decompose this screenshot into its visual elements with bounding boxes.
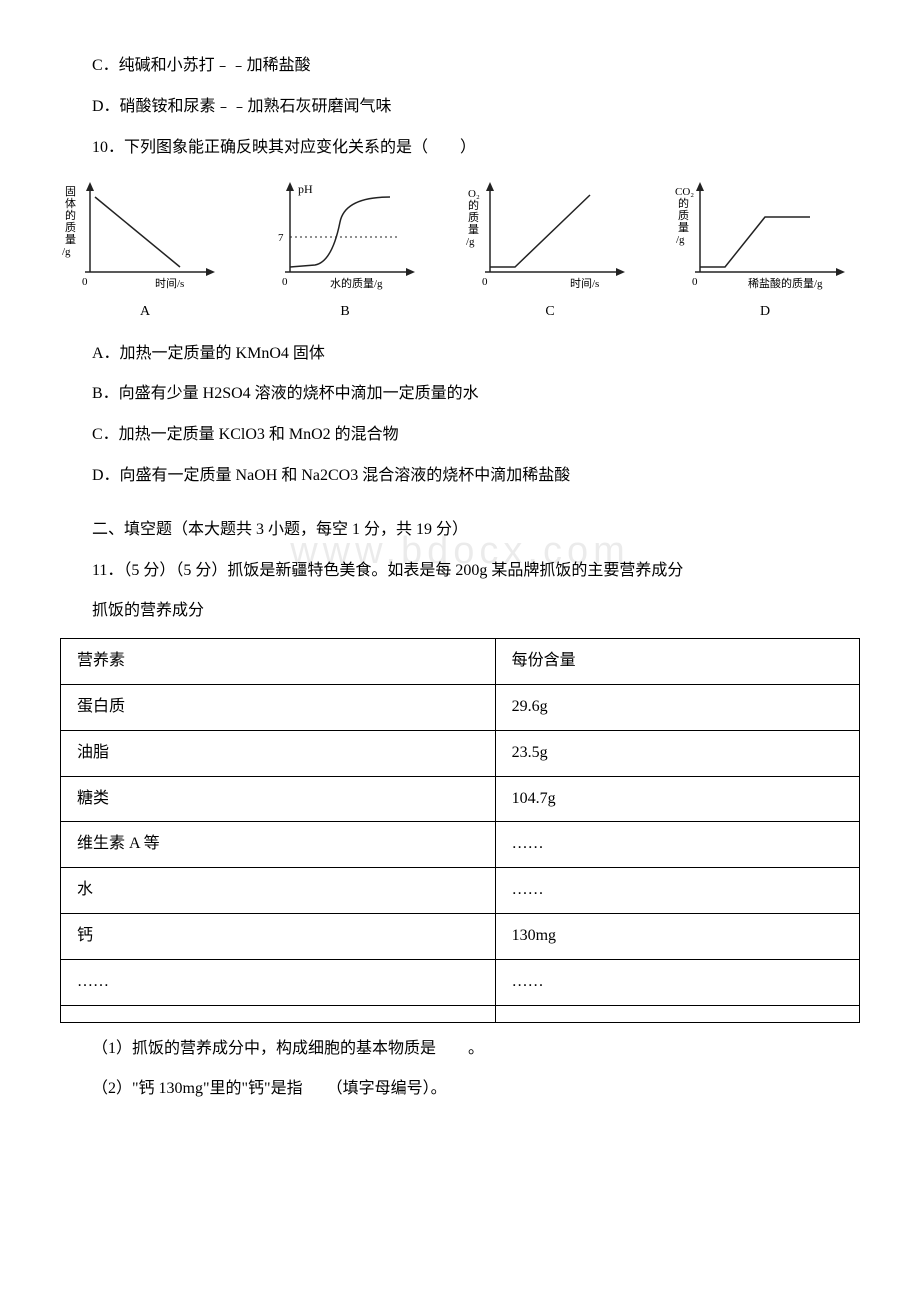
svg-text:稀盐酸的质量/g: 稀盐酸的质量/g — [748, 276, 823, 290]
chart-b: pH 7 0 水的质量/g B — [260, 177, 430, 324]
chart-c-label: C — [545, 299, 554, 324]
table-row: 糖类104.7g — [61, 776, 860, 822]
svg-text:O₂: O₂ — [468, 188, 480, 200]
table-row: 水…… — [61, 868, 860, 914]
q10-option-b: B．向盛有少量 H2SO4 溶液的烧杯中滴加一定质量的水 — [60, 380, 860, 409]
svg-text:7: 7 — [278, 232, 284, 244]
svg-text:的: 的 — [65, 208, 76, 222]
section2-title: 二、填空题（本大题共 3 小题，每空 1 分，共 19 分） — [60, 516, 860, 545]
svg-text:质: 质 — [678, 209, 689, 222]
q10-option-d: D．向盛有一定质量 NaOH 和 Na2CO3 混合溶液的烧杯中滴加稀盐酸 — [60, 462, 860, 491]
chart-d-svg: CO₂ 的 质 量 /g 0 稀盐酸的质量/g — [670, 177, 860, 297]
svg-text:量: 量 — [65, 233, 76, 246]
q11-sub1: （1）抓饭的营养成分中，构成细胞的基本物质是 。 — [60, 1035, 860, 1064]
svg-text:时间/s: 时间/s — [155, 277, 184, 290]
q9-option-c: C．纯碱和小苏打﹣﹣加稀盐酸 — [60, 52, 860, 81]
svg-text:pH: pH — [298, 182, 313, 196]
q10-charts: 固 体 的 质 量 /g 0 时间/s A pH 7 0 水的质量/g B — [60, 177, 860, 324]
svg-text:0: 0 — [482, 276, 488, 288]
svg-text:0: 0 — [692, 276, 698, 288]
svg-text:的: 的 — [468, 198, 479, 212]
svg-text:0: 0 — [282, 276, 288, 288]
q11-table-caption: 抓饭的营养成分 — [60, 597, 860, 626]
nutrition-table: 营养素 每份含量 蛋白质29.6g 油脂23.5g 糖类104.7g 维生素 A… — [60, 638, 860, 1022]
svg-text:量: 量 — [468, 223, 479, 236]
table-row: 蛋白质29.6g — [61, 684, 860, 730]
svg-text:质: 质 — [65, 221, 76, 234]
table-header-col1: 营养素 — [61, 639, 496, 685]
chart-b-label: B — [340, 299, 349, 324]
svg-text:/g: /g — [62, 246, 71, 258]
q9-option-d: D．硝酸铵和尿素﹣﹣加熟石灰研磨闻气味 — [60, 93, 860, 122]
table-header-col2: 每份含量 — [495, 639, 859, 685]
svg-text:/g: /g — [676, 234, 685, 246]
chart-d: CO₂ 的 质 量 /g 0 稀盐酸的质量/g D — [670, 177, 860, 324]
table-row — [61, 1005, 860, 1022]
svg-text:时间/s: 时间/s — [570, 277, 599, 290]
svg-text:的: 的 — [678, 196, 689, 210]
svg-text:CO₂: CO₂ — [675, 186, 694, 198]
q10-option-c: C．加热一定质量 KClO3 和 MnO2 的混合物 — [60, 421, 860, 450]
chart-a: 固 体 的 质 量 /g 0 时间/s A — [60, 177, 230, 324]
svg-text:质: 质 — [468, 211, 479, 224]
table-row: 油脂23.5g — [61, 730, 860, 776]
svg-text:量: 量 — [678, 221, 689, 234]
chart-d-label: D — [760, 299, 770, 324]
q11-stem: 11．（5 分）（5 分）抓饭是新疆特色美食。如表是每 200g 某品牌抓饭的主… — [60, 557, 860, 586]
svg-text:0: 0 — [82, 276, 88, 288]
chart-c: O₂ 的 质 量 /g 0 时间/s C — [460, 177, 640, 324]
chart-a-label: A — [140, 299, 150, 324]
svg-text:体: 体 — [65, 196, 76, 210]
table-row: 钙130mg — [61, 913, 860, 959]
table-row: ………… — [61, 959, 860, 1005]
chart-a-svg: 固 体 的 质 量 /g 0 时间/s — [60, 177, 230, 297]
table-row: 维生素 A 等…… — [61, 822, 860, 868]
svg-text:/g: /g — [466, 236, 475, 248]
svg-text:固: 固 — [65, 185, 76, 198]
q11-sub2: （2）"钙 130mg"里的"钙"是指 （填字母编号）。 — [60, 1075, 860, 1104]
chart-c-svg: O₂ 的 质 量 /g 0 时间/s — [460, 177, 640, 297]
q10-option-a: A．加热一定质量的 KMnO4 固体 — [60, 340, 860, 369]
svg-text:水的质量/g: 水的质量/g — [330, 276, 383, 290]
q10-stem: 10．下列图象能正确反映其对应变化关系的是（ ） — [60, 134, 860, 163]
chart-b-svg: pH 7 0 水的质量/g — [260, 177, 430, 297]
table-header-row: 营养素 每份含量 — [61, 639, 860, 685]
